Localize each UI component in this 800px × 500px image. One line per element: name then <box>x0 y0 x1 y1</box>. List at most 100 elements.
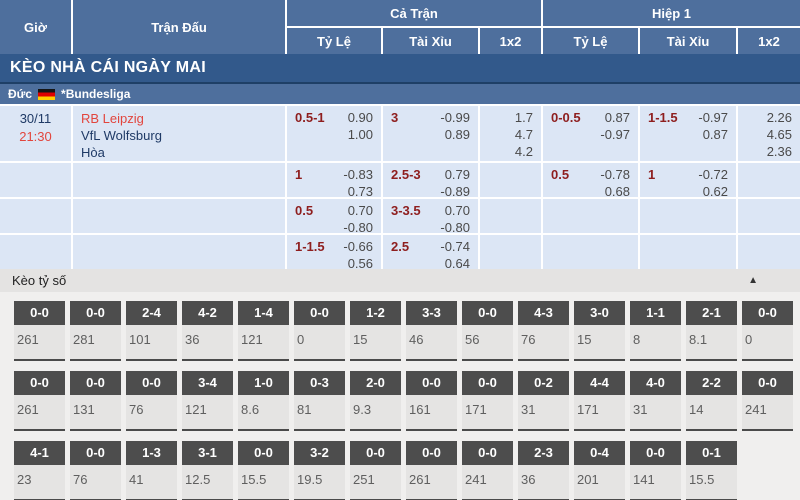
correct-score-cell[interactable]: 1-4 121 <box>238 301 289 361</box>
correct-score-cell[interactable]: 4-2 36 <box>182 301 233 361</box>
correct-score-cell[interactable]: 0-0 15.5 <box>238 441 289 500</box>
correct-score-cell[interactable]: 4-4 171 <box>574 371 625 431</box>
odds-cell[interactable] <box>738 235 800 269</box>
odds-cell[interactable] <box>640 235 736 269</box>
odd-value[interactable]: 2.26 <box>766 110 792 125</box>
correct-score-cell[interactable]: 0-0 76 <box>126 371 177 431</box>
odd-value[interactable]: 0.89 <box>444 127 470 142</box>
odds-cell[interactable]: 0.5 -0.78 0.68 <box>543 163 638 197</box>
odds-cell[interactable]: 1 -0.72 0.62 <box>640 163 736 197</box>
correct-score-cell[interactable]: 0-0 131 <box>70 371 121 431</box>
odds-cell[interactable]: 3 -0.99 0.89 <box>383 106 478 161</box>
correct-score-cell[interactable]: 0-3 81 <box>294 371 345 431</box>
correct-score-cell[interactable]: 2-0 9.3 <box>350 371 401 431</box>
correct-score-cell[interactable]: 0-0 281 <box>70 301 121 361</box>
odd-value[interactable]: 4.65 <box>766 127 792 142</box>
correct-score-cell[interactable]: 0-0 261 <box>14 301 65 361</box>
odds-cell[interactable]: 2.5 -0.74 0.64 <box>383 235 478 269</box>
odd-value[interactable]: -0.74 <box>440 239 470 254</box>
correct-score-cell[interactable]: 0-0 241 <box>742 371 793 431</box>
odds-cell[interactable]: 1-1.5 -0.97 0.87 <box>640 106 736 161</box>
odd-value[interactable]: 0.64 <box>444 256 470 269</box>
correct-score-cell[interactable]: 0-0 0 <box>742 301 793 361</box>
correct-score-cell[interactable]: 2-2 14 <box>686 371 737 431</box>
correct-score-cell[interactable]: 0-1 15.5 <box>686 441 737 500</box>
odd-value[interactable]: -0.80 <box>440 220 470 233</box>
correct-score-cell[interactable]: 0-0 161 <box>406 371 457 431</box>
odd-value[interactable]: -0.72 <box>698 167 728 182</box>
odds-cell[interactable] <box>738 163 800 197</box>
correct-score-cell[interactable]: 0-2 31 <box>518 371 569 431</box>
odd-value[interactable]: 4.7 <box>514 127 533 142</box>
odds-cell[interactable]: 1-1.5 -0.66 0.56 <box>287 235 381 269</box>
correct-score-cell[interactable]: 0-0 0 <box>294 301 345 361</box>
correct-score-cell[interactable]: 0-0 261 <box>14 371 65 431</box>
odds-cell[interactable] <box>480 163 541 197</box>
away-team-name[interactable]: VfL Wolfsburg <box>81 128 162 143</box>
correct-score-cell[interactable]: 1-3 41 <box>126 441 177 500</box>
odds-cell[interactable]: 2.5-3 0.79 -0.89 <box>383 163 478 197</box>
odd-value[interactable]: 4.2 <box>514 144 533 159</box>
odds-cell[interactable] <box>543 235 638 269</box>
correct-score-cell[interactable]: 3-4 121 <box>182 371 233 431</box>
correct-score-cell[interactable]: 1-2 15 <box>350 301 401 361</box>
correct-score-cell[interactable]: 0-0 141 <box>630 441 681 500</box>
correct-score-cell[interactable]: 0-0 261 <box>406 441 457 500</box>
odds-cell[interactable] <box>543 199 638 233</box>
odds-cell[interactable]: 0.5 0.70 -0.80 <box>287 199 381 233</box>
odds-cell[interactable]: 1 -0.83 0.73 <box>287 163 381 197</box>
correct-score-cell[interactable]: 3-3 46 <box>406 301 457 361</box>
odd-value[interactable]: -0.97 <box>698 110 728 125</box>
league-row[interactable]: Đức *Bundesliga <box>0 84 800 104</box>
odd-value[interactable]: 0.68 <box>604 184 630 197</box>
correct-score-header[interactable]: Kèo tỷ số ▲ <box>0 269 800 292</box>
correct-score-cell[interactable]: 4-1 23 <box>14 441 65 500</box>
odd-value[interactable]: 0.70 <box>347 203 373 218</box>
correct-score-cell[interactable]: 2-3 36 <box>518 441 569 500</box>
odd-value[interactable]: -0.80 <box>343 220 373 233</box>
correct-score-cell[interactable]: 2-4 101 <box>126 301 177 361</box>
odds-cell[interactable]: 3-3.5 0.70 -0.80 <box>383 199 478 233</box>
correct-score-cell[interactable]: 4-3 76 <box>518 301 569 361</box>
odd-value[interactable]: 0.62 <box>702 184 728 197</box>
collapse-arrow-icon[interactable]: ▲ <box>748 275 758 286</box>
odd-value[interactable]: 0.87 <box>702 127 728 142</box>
odds-cell[interactable] <box>640 199 736 233</box>
correct-score-cell[interactable]: 0-0 241 <box>462 441 513 500</box>
correct-score-cell[interactable]: 3-1 12.5 <box>182 441 233 500</box>
odds-cell[interactable]: 0-0.5 0.87 -0.97 <box>543 106 638 161</box>
correct-score-cell[interactable]: 4-0 31 <box>630 371 681 431</box>
correct-score-cell[interactable]: 0-0 251 <box>350 441 401 500</box>
odd-value[interactable]: -0.99 <box>440 110 470 125</box>
correct-score-cell[interactable]: 1-0 8.6 <box>238 371 289 431</box>
correct-score-cell[interactable]: 3-2 19.5 <box>294 441 345 500</box>
odd-value[interactable]: 0.87 <box>604 110 630 125</box>
odd-value[interactable]: 0.56 <box>347 256 373 269</box>
odd-value[interactable]: 0.73 <box>347 184 373 197</box>
odd-value[interactable]: 0.70 <box>444 203 470 218</box>
odd-value[interactable]: 1.7 <box>514 110 533 125</box>
odd-value[interactable]: -0.97 <box>600 127 630 142</box>
correct-score-cell[interactable]: 0-0 171 <box>462 371 513 431</box>
correct-score-cell[interactable]: 2-1 8.1 <box>686 301 737 361</box>
odds-cell[interactable] <box>480 235 541 269</box>
odd-value[interactable]: 0.79 <box>444 167 470 182</box>
correct-score-cell[interactable]: 1-1 8 <box>630 301 681 361</box>
home-team-name[interactable]: RB Leipzig <box>81 111 144 126</box>
correct-score-cell[interactable]: 0-0 56 <box>462 301 513 361</box>
odds-cell[interactable]: 0.5-1 0.90 1.00 <box>287 106 381 161</box>
odds-cell[interactable]: 2.26 4.65 2.36 <box>738 106 800 161</box>
odds-cell[interactable] <box>480 199 541 233</box>
odd-value[interactable]: -0.78 <box>600 167 630 182</box>
odd-value[interactable]: 2.36 <box>766 144 792 159</box>
odd-value[interactable]: -0.66 <box>343 239 373 254</box>
odd-value[interactable]: 1.00 <box>347 127 373 142</box>
correct-score-cell[interactable]: 0-0 76 <box>70 441 121 500</box>
odd-value[interactable]: -0.89 <box>440 184 470 197</box>
correct-score-cell[interactable]: 0-4 201 <box>574 441 625 500</box>
odd-value[interactable]: 0.90 <box>347 110 373 125</box>
odds-cell[interactable]: 1.7 4.7 4.2 <box>480 106 541 161</box>
correct-score-cell[interactable]: 3-0 15 <box>574 301 625 361</box>
odds-cell[interactable] <box>738 199 800 233</box>
odd-value[interactable]: -0.83 <box>343 167 373 182</box>
